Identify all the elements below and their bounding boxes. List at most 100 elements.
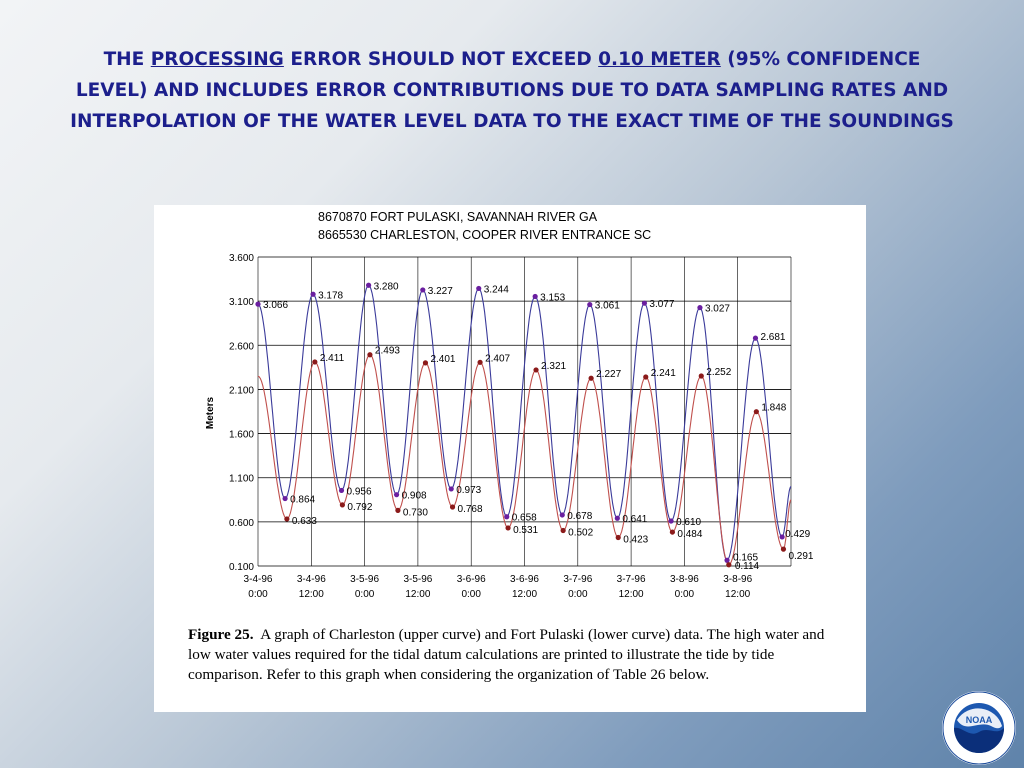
upper-data-point <box>587 301 593 308</box>
y-tick-label: 0.100 <box>229 562 254 573</box>
lower-data-label: 0.114 <box>735 561 760 572</box>
title-part: (95% CONFIDENCE LEVEL) AND INCLUDES ERRO… <box>70 49 954 132</box>
upper-data-label: 3.066 <box>263 300 288 311</box>
upper-data-point <box>310 291 316 297</box>
y-tick-label: 0.600 <box>229 518 254 529</box>
caption-text: A graph of Charleston (upper curve) and … <box>188 626 825 683</box>
y-tick-label: 1.600 <box>229 430 254 441</box>
lower-data-label: 0.531 <box>513 525 538 536</box>
upper-data-label: 0.908 <box>402 491 427 502</box>
chart-title-line-1: 8670870 FORT PULASKI, SAVANNAH RIVER GA <box>318 210 598 224</box>
upper-data-label: 3.077 <box>649 299 674 310</box>
upper-data-point <box>338 487 345 494</box>
upper-data-label: 0.429 <box>785 529 810 540</box>
lower-data-point <box>588 375 594 381</box>
chart-title-line-2: 8665530 CHARLESTON, COOPER RIVER ENTRANC… <box>318 228 651 242</box>
lower-data-point <box>615 534 621 541</box>
series-markers <box>255 282 787 568</box>
upper-data-label: 3.244 <box>484 284 509 295</box>
upper-data-label: 3.027 <box>705 304 730 315</box>
title-part: THE <box>103 49 151 70</box>
lower-data-label: 2.493 <box>375 346 400 357</box>
lower-data-label: 0.291 <box>788 551 813 562</box>
upper-data-point <box>668 518 674 524</box>
upper-data-point <box>420 287 426 293</box>
lower-data-point <box>367 352 373 358</box>
upper-data-label: 0.610 <box>676 517 701 528</box>
upper-data-label: 0.864 <box>290 495 315 506</box>
upper-data-point <box>448 486 454 492</box>
lower-data-label: 2.241 <box>651 368 676 379</box>
upper-data-label: 0.973 <box>456 485 481 496</box>
x-tick-label-date: 3-6-96 <box>457 574 486 585</box>
upper-data-point <box>504 514 510 520</box>
upper-data-point <box>697 304 703 311</box>
grid-lines <box>257 256 792 567</box>
y-axis-label: Meters <box>205 396 216 429</box>
lower-data-point <box>698 373 704 379</box>
y-tick-label: 1.100 <box>229 474 254 485</box>
upper-data-label: 3.061 <box>595 301 620 312</box>
upper-data-point <box>641 300 648 306</box>
x-tick-label-date: 3-4-96 <box>297 574 326 585</box>
upper-data-label: 0.165 <box>733 552 758 563</box>
upper-data-point <box>365 282 372 288</box>
upper-data-label: 3.280 <box>374 281 399 292</box>
lower-data-point <box>284 516 290 522</box>
y-tick-label: 3.100 <box>229 297 254 308</box>
figure-caption: Figure 25. A graph of Charleston (upper … <box>188 625 848 685</box>
caption-label: Figure 25. <box>188 626 254 643</box>
lower-data-label: 0.633 <box>292 516 317 527</box>
lower-data-point <box>533 367 539 373</box>
lower-data-label: 0.484 <box>677 529 702 540</box>
lower-data-point <box>477 359 483 365</box>
lower-data-point <box>505 525 511 531</box>
upper-data-point <box>282 495 288 502</box>
x-tick-label-date: 3-7-96 <box>563 574 592 585</box>
x-tick-label-date: 3-8-96 <box>670 574 699 585</box>
x-tick-label-date: 3-6-96 <box>510 574 539 585</box>
x-tick-label-time: 12:00 <box>299 589 324 600</box>
lower-data-point <box>780 546 787 552</box>
x-tick-labels: 3-4-96 0:00 3-4-96 12:00 3-5-96 0:00 3-5-96 12:… <box>244 574 753 600</box>
upper-data-label: 3.178 <box>318 290 343 301</box>
lower-data-label: 2.252 <box>706 367 731 378</box>
upper-data-point <box>532 293 538 300</box>
lower-data-label: 0.423 <box>623 534 648 545</box>
x-tick-label-date: 3-8-96 <box>723 574 752 585</box>
lower-data-point <box>449 504 456 510</box>
x-tick-label-date: 3-5-96 <box>403 574 432 585</box>
title-underlined-limit: 0.10 METER <box>598 49 721 70</box>
lower-data-label: 2.401 <box>430 354 455 365</box>
y-tick-labels: 3.600 3.100 2.600 2.100 1.600 1.100 0.600 0.100 <box>229 253 254 573</box>
lower-data-label: 2.321 <box>541 361 566 372</box>
lower-data-point <box>669 529 676 535</box>
upper-data-label: 0.956 <box>347 486 372 497</box>
figure-panel: 8670870 FORT PULASKI, SAVANNAH RIVER GA … <box>154 205 866 712</box>
lower-data-label: 2.227 <box>596 369 621 380</box>
lower-data-point <box>395 507 401 513</box>
upper-data-label: 0.641 <box>622 514 647 525</box>
upper-data-label: 0.678 <box>567 511 592 522</box>
tide-chart: 8670870 FORT PULASKI, SAVANNAH RIVER GA … <box>205 210 814 600</box>
lower-data-label: 0.502 <box>568 528 593 539</box>
title-part: ERROR SHOULD NOT EXCEED <box>283 49 599 70</box>
noaa-logo-text: NOAA <box>966 715 993 725</box>
y-tick-label: 2.100 <box>229 385 254 396</box>
x-tick-label-time: 0:00 <box>461 589 481 600</box>
lower-data-point <box>726 562 732 568</box>
lower-data-point <box>312 359 318 365</box>
noaa-logo: NOAA <box>942 691 1016 765</box>
upper-data-point <box>779 534 785 540</box>
lower-data-label: 0.730 <box>403 507 428 518</box>
slide-title: THE PROCESSING ERROR SHOULD NOT EXCEED 0… <box>70 44 954 137</box>
lower-data-point <box>422 360 429 366</box>
x-tick-label-date: 3-4-96 <box>244 574 273 585</box>
data-labels: 3.066 0.864 3.178 0.956 3.280 0.908 3.227 0.973… <box>263 281 814 572</box>
lower-data-label: 2.411 <box>320 353 345 364</box>
x-tick-label-date: 3-5-96 <box>350 574 379 585</box>
upper-data-point <box>255 301 261 307</box>
upper-data-point <box>476 285 482 292</box>
upper-data-label: 2.681 <box>760 332 785 343</box>
lower-data-label: 0.768 <box>458 504 483 515</box>
